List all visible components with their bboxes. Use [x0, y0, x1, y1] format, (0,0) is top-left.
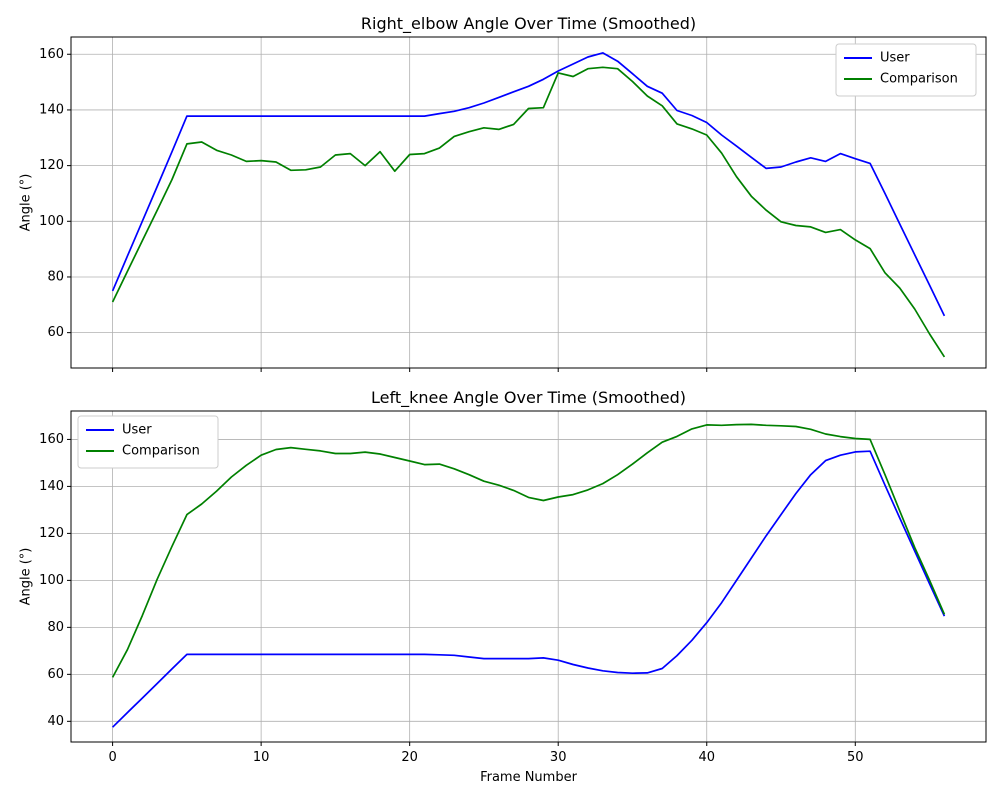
chart-title: Right_elbow Angle Over Time (Smoothed)	[361, 14, 696, 34]
plot-frame	[70, 36, 987, 369]
legend: User Comparison	[835, 43, 977, 97]
y-tick-label: 160	[39, 47, 64, 62]
x-tick-label: 40	[698, 750, 715, 765]
plot-frame	[70, 410, 987, 743]
legend: User Comparison	[77, 415, 219, 469]
chart-title: Left_knee Angle Over Time (Smoothed)	[371, 388, 686, 408]
y-axis-label: Angle (°)	[19, 548, 34, 606]
x-tick-label: 10	[253, 750, 270, 765]
y-tick-label: 80	[47, 269, 64, 284]
y-tick-label: 60	[47, 325, 64, 340]
series-line-user	[111, 52, 946, 317]
series-line-comparison	[111, 66, 946, 358]
y-tick-label: 120	[39, 526, 64, 541]
legend-label-comparison: Comparison	[880, 72, 958, 87]
series-line-comparison	[111, 423, 946, 678]
x-axis-label: Frame Number	[480, 770, 578, 785]
y-tick-label: 140	[39, 479, 64, 494]
y-tick-label: 160	[39, 432, 64, 447]
x-tick-label: 50	[847, 750, 864, 765]
x-tick-label: 30	[550, 750, 567, 765]
chart-panel-right-elbow: Right_elbow Angle Over Time (Smoothed) A…	[19, 14, 987, 372]
chart-panel-left-knee: Left_knee Angle Over Time (Smoothed) Ang…	[19, 388, 987, 785]
legend-label-comparison: Comparison	[122, 444, 200, 459]
legend-label-user: User	[122, 423, 152, 438]
legend-label-user: User	[880, 51, 910, 66]
y-tick-label: 40	[47, 714, 64, 729]
y-tick-label: 120	[39, 158, 64, 173]
x-tick-label: 20	[401, 750, 418, 765]
y-tick-label: 140	[39, 102, 64, 117]
y-axis-label: Angle (°)	[19, 174, 34, 232]
x-tick-label: 0	[108, 750, 116, 765]
y-tick-label: 100	[39, 214, 64, 229]
y-tick-label: 100	[39, 573, 64, 588]
y-tick-label: 60	[47, 667, 64, 682]
y-tick-label: 80	[47, 620, 64, 635]
series-line-user	[112, 450, 946, 728]
